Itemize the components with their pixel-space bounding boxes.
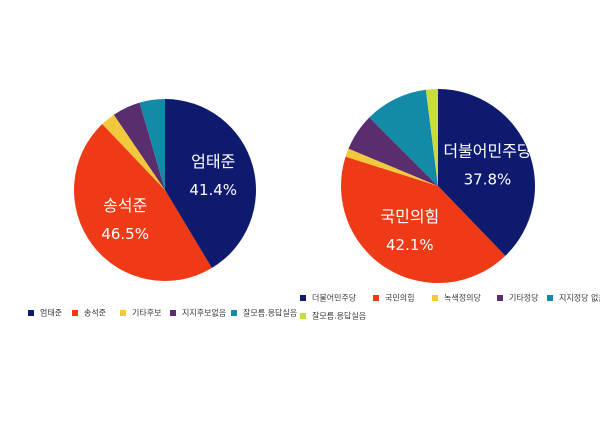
legend-swatch <box>120 310 126 316</box>
legend-label: 녹색정의당 <box>444 293 481 303</box>
legend-label: 기타후보 <box>132 309 161 318</box>
legend-label: 잘모름.응답실음 <box>312 311 366 321</box>
legend-label: 송석준 <box>84 308 106 318</box>
pie-slice <box>165 99 256 269</box>
legend-swatch <box>547 295 553 301</box>
slice-name: 더불어민주당 <box>443 142 532 161</box>
legend-swatch <box>300 295 306 301</box>
pie-slice <box>345 148 438 186</box>
slice-name: 국민의힘 <box>380 207 439 226</box>
legend-swatch <box>497 295 503 301</box>
legend-label: 지지후보없음 <box>182 309 226 318</box>
slice-value: 46.5% <box>101 225 149 243</box>
slice-name: 송석준 <box>103 196 147 215</box>
legend-label: 더불어민주당 <box>312 293 357 303</box>
pie-slice <box>113 102 165 190</box>
slice-value: 41.4% <box>189 181 237 199</box>
legend-label: 기타정당 <box>509 293 539 303</box>
legend-swatch <box>72 310 78 316</box>
pie-slice <box>102 114 165 190</box>
pie-slice <box>348 117 438 186</box>
pie-slice <box>369 89 438 186</box>
legend-swatch <box>231 310 237 316</box>
pie-slice <box>139 99 165 190</box>
slice-value: 37.8% <box>464 171 512 189</box>
pie-slice <box>341 156 506 283</box>
slice-value: 42.1% <box>386 236 434 254</box>
pie-slice <box>425 89 438 186</box>
legend-swatch <box>373 295 379 301</box>
legend-label: 잘모름.응답실음 <box>243 308 297 318</box>
legend-label: 지지정당 없음 <box>559 293 600 303</box>
legend-label: 국민의힘 <box>385 293 414 303</box>
legend-swatch <box>300 313 306 319</box>
legend-swatch <box>170 310 176 316</box>
pie-slice <box>74 124 212 281</box>
legend-swatch <box>28 310 34 316</box>
slice-name: 엄태준 <box>191 152 235 171</box>
legend-swatch <box>432 295 438 301</box>
legend-label: 엄태준 <box>40 308 62 318</box>
pie-slice <box>438 89 535 256</box>
